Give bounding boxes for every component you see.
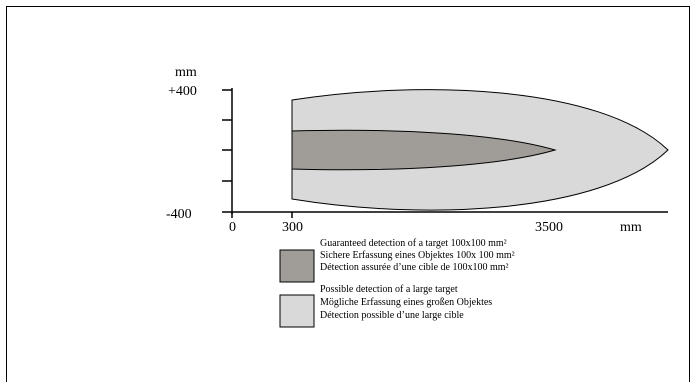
x-label-0: 0 bbox=[229, 220, 236, 235]
x-label-300: 300 bbox=[282, 220, 303, 235]
y-unit-label: mm bbox=[175, 65, 197, 80]
guaranteed-detection-zone bbox=[291, 129, 557, 171]
legend-guaranteed-line-3: Détection assurée d’une cible de 100x100… bbox=[320, 262, 509, 273]
legend-guaranteed-line-1: Guaranteed detection of a target 100x100… bbox=[320, 238, 507, 249]
x-unit-label: mm bbox=[620, 220, 642, 235]
legend-possible-line-3: Détection possible d’une large cible bbox=[320, 310, 464, 321]
legend-possible-line-2: Mögliche Erfassung eines großen Objektes bbox=[320, 297, 492, 308]
x-label-3500: 3500 bbox=[535, 220, 563, 235]
legend-possible-line-1: Possible detection of a large target bbox=[320, 284, 458, 295]
y-bottom-label: -400 bbox=[166, 207, 192, 222]
y-top-label: +400 bbox=[168, 84, 197, 99]
legend-swatch-guaranteed bbox=[279, 249, 315, 283]
legend-guaranteed-line-2: Sichere Erfassung eines Objektes 100x 10… bbox=[320, 250, 515, 261]
figure-frame bbox=[6, 6, 690, 382]
legend-swatch-possible bbox=[279, 294, 315, 328]
